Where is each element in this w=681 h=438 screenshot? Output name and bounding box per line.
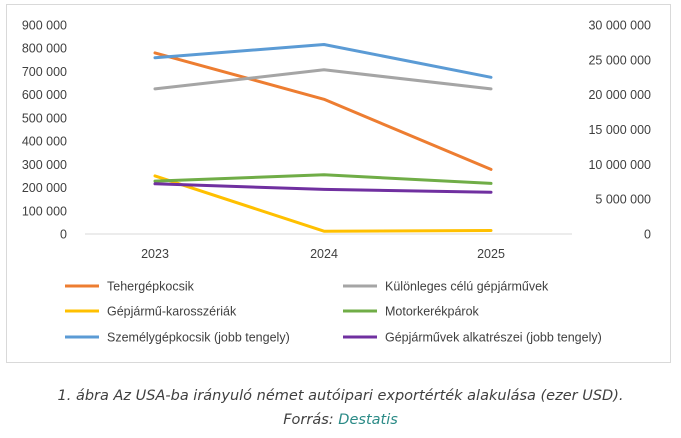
source-link[interactable]: Destatis: [338, 412, 398, 428]
chart-frame: 0 100 000 200 000 300 000 400 000 500 000 600 …: [6, 4, 671, 363]
left-tick-label: 800 000: [22, 42, 67, 56]
caption-source-prefix: Forrás:: [283, 412, 339, 428]
legend-entry-label: Tehergépkocsik: [107, 280, 195, 294]
right-tick-label: 20 000 000: [588, 88, 651, 102]
right-tick-label: 25 000 000: [588, 53, 651, 67]
right-tick-label: 0: [644, 228, 651, 242]
left-tick-label: 400 000: [22, 135, 67, 149]
left-tick-label: 500 000: [22, 111, 67, 125]
x-axis-ticks: 2023 2024 2025: [141, 247, 505, 261]
line-chart: 0 100 000 200 000 300 000 400 000 500 000 600 …: [22, 19, 651, 345]
right-tick-label: 10 000 000: [588, 158, 651, 172]
legend-entry-label: Gépjárművek alkatrészei (jobb tengely): [385, 331, 602, 345]
left-tick-label: 900 000: [22, 19, 67, 33]
x-tick-label: 2024: [310, 247, 338, 261]
left-tick-label: 100 000: [22, 204, 67, 218]
x-tick-label: 2023: [141, 247, 169, 261]
legend-entry-label: Különleges célú gépjárművek: [385, 280, 549, 294]
series-line: [153, 51, 493, 171]
series-line: [153, 174, 493, 233]
series-line: [153, 43, 493, 79]
left-tick-label: 0: [60, 228, 67, 242]
left-tick-label: 200 000: [22, 181, 67, 195]
figure-caption: 1. ábra Az USA-ba irányuló német autóipa…: [0, 384, 681, 432]
right-tick-label: 5 000 000: [595, 193, 651, 207]
series-line: [153, 173, 493, 185]
x-tick-label: 2025: [477, 247, 505, 261]
left-tick-label: 700 000: [22, 65, 67, 79]
left-tick-label: 300 000: [22, 158, 67, 172]
series-lines: [153, 43, 493, 233]
series-line: [153, 68, 493, 91]
legend-entry-label: Motorkerékpárok: [385, 305, 480, 319]
right-axis-ticks: 0 5 000 000 10 000 000 15 000 000 20 000 000…: [588, 19, 651, 242]
series-line: [153, 182, 493, 194]
legend-entry-label: Gépjármű-karosszériák: [107, 305, 237, 319]
left-axis-ticks: 0 100 000 200 000 300 000 400 000 500 000 600 …: [22, 19, 67, 242]
legend: Tehergépkocsik Különleges célú gépjárműve…: [65, 280, 602, 345]
right-tick-label: 15 000 000: [588, 123, 651, 137]
left-tick-label: 600 000: [22, 88, 67, 102]
legend-entry-label: Személygépkocsik (jobb tengely): [107, 331, 290, 345]
caption-source: Forrás: Destatis: [0, 408, 681, 432]
right-tick-label: 30 000 000: [588, 19, 651, 33]
caption-title: 1. ábra Az USA-ba irányuló német autóipa…: [57, 388, 624, 404]
